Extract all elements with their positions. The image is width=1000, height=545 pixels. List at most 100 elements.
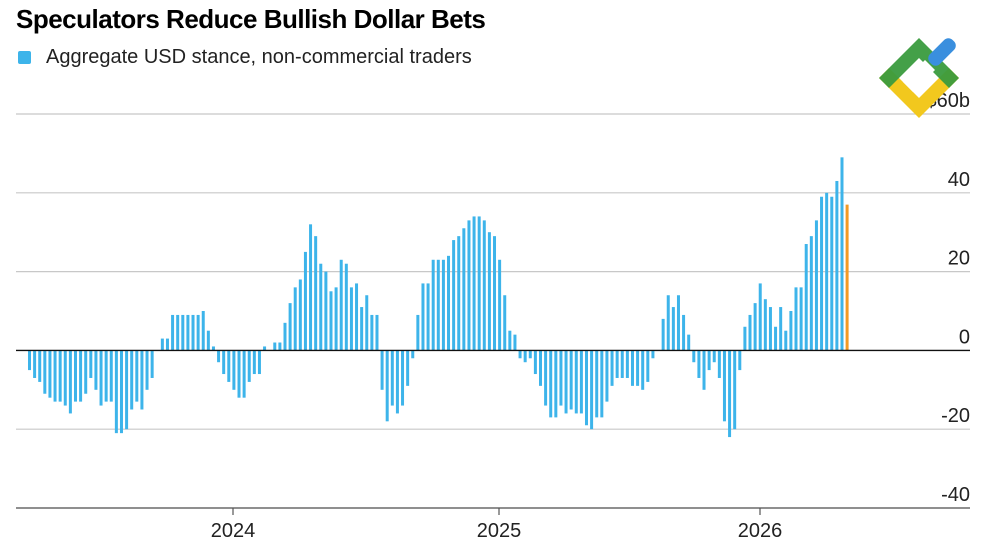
- data-bar: [717, 350, 721, 378]
- data-bar: [309, 224, 313, 351]
- data-bar: [375, 314, 379, 351]
- data-bar: [738, 350, 742, 371]
- data-bar: [559, 350, 563, 406]
- data-bar: [99, 350, 103, 406]
- data-bar: [707, 350, 711, 371]
- data-bar: [201, 311, 205, 351]
- data-bar: [477, 216, 481, 351]
- data-bar: [68, 350, 72, 414]
- data-bar: [774, 326, 778, 351]
- data-bar: [370, 314, 374, 351]
- data-bar: [835, 180, 839, 351]
- data-bar: [804, 244, 808, 351]
- data-bar: [125, 350, 129, 430]
- data-bar: [191, 314, 195, 351]
- data-bar: [794, 287, 798, 351]
- data-bar: [365, 295, 369, 351]
- data-bar: [564, 350, 568, 414]
- data-bar: [692, 350, 696, 363]
- data-bar: [758, 283, 762, 351]
- data-bar: [314, 236, 318, 351]
- data-bar: [165, 338, 169, 351]
- data-bar: [38, 350, 42, 382]
- data-bar: [549, 350, 553, 418]
- data-bar: [630, 350, 634, 386]
- data-bar: [150, 350, 154, 378]
- data-bar: [252, 350, 256, 375]
- data-bar: [820, 196, 824, 351]
- data-bar: [712, 350, 716, 363]
- data-bar: [319, 263, 323, 351]
- data-bar: [349, 287, 353, 351]
- data-bar: [324, 271, 328, 351]
- data-bar: [395, 350, 399, 414]
- data-bar: [636, 350, 640, 386]
- data-bar: [406, 350, 410, 386]
- data-bar: [498, 259, 502, 351]
- data-bar: [830, 196, 834, 351]
- data-bar: [600, 350, 604, 418]
- data-bar: [462, 228, 466, 351]
- data-bar: [733, 350, 737, 430]
- data-bar: [441, 259, 445, 351]
- data-bar: [227, 350, 231, 382]
- data-bar: [140, 350, 144, 410]
- legend-swatch: [18, 51, 31, 64]
- data-bar: [242, 350, 246, 398]
- data-bar: [171, 314, 175, 351]
- data-bar: [768, 307, 772, 351]
- data-bar: [344, 263, 348, 351]
- data-bar: [104, 350, 108, 402]
- data-bar: [33, 350, 37, 378]
- data-bar: [109, 350, 113, 402]
- data-bar: [283, 322, 287, 351]
- data-bar: [298, 279, 302, 351]
- data-bar: [508, 330, 512, 351]
- data-bar: [605, 350, 609, 402]
- data-bar: [436, 259, 440, 351]
- data-bar: [263, 346, 267, 351]
- data-bar: [809, 236, 813, 351]
- data-bar: [697, 350, 701, 378]
- data-bar: [293, 287, 297, 351]
- data-bar: [273, 342, 277, 351]
- data-bar: [288, 303, 292, 351]
- data-bar: [814, 220, 818, 351]
- data-bar: [48, 350, 52, 398]
- data-bar: [503, 295, 507, 351]
- data-bar: [222, 350, 226, 375]
- data-bar: [181, 314, 185, 351]
- data-bar: [232, 350, 236, 390]
- data-bar: [753, 303, 757, 351]
- data-bar: [89, 350, 93, 378]
- x-tick-label: 2025: [477, 520, 522, 542]
- latest-bar: [845, 204, 849, 351]
- legend-label: Aggregate USD stance, non-commercial tra…: [46, 46, 472, 68]
- data-bar: [676, 295, 680, 351]
- brand-logo-icon: [873, 32, 973, 132]
- y-tick-label: -40: [941, 484, 970, 506]
- data-bar: [114, 350, 118, 434]
- data-bar: [728, 350, 732, 438]
- data-bar: [160, 338, 164, 351]
- data-bar: [385, 350, 389, 422]
- data-bar: [329, 291, 333, 351]
- y-tick-label: 0: [959, 326, 970, 348]
- data-bar: [595, 350, 599, 418]
- data-bar: [528, 350, 532, 359]
- data-bar: [360, 307, 364, 351]
- data-bar: [825, 192, 829, 351]
- data-bar: [135, 350, 139, 402]
- data-bar: [176, 314, 180, 351]
- data-bar: [145, 350, 149, 390]
- data-bar: [186, 314, 190, 351]
- data-bar: [487, 232, 491, 351]
- x-axis: 2024 2025 2026: [16, 507, 970, 542]
- data-bar: [763, 299, 767, 351]
- data-bar: [401, 350, 405, 406]
- data-bar: [119, 350, 123, 434]
- data-bar: [539, 350, 542, 386]
- data-bar: [799, 287, 803, 351]
- data-bar: [472, 216, 476, 351]
- data-bar: [94, 350, 98, 390]
